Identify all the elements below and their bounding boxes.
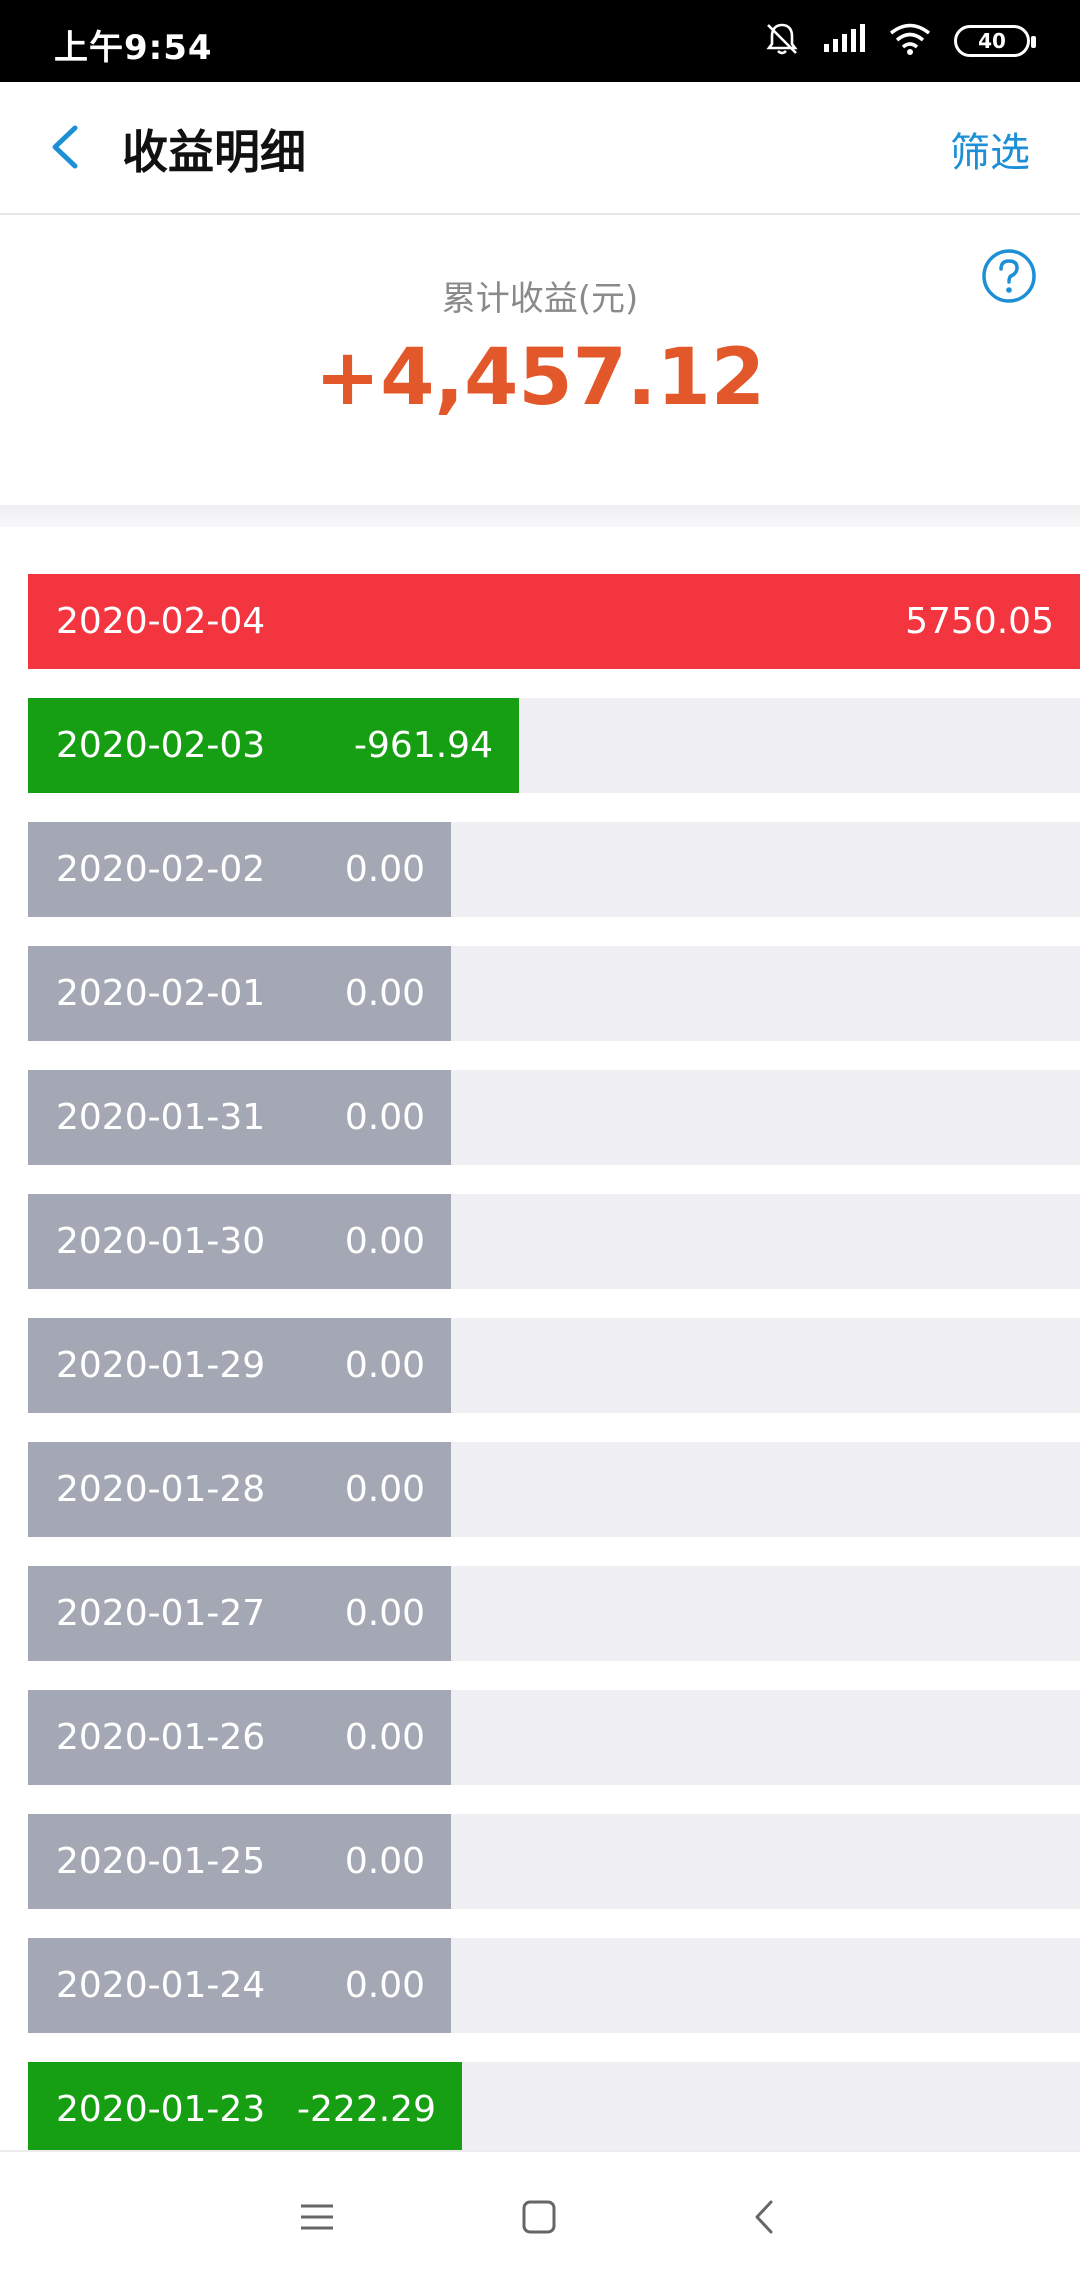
earnings-row[interactable]: 2020-01-30 0.00 (28, 1194, 1080, 1289)
back-button[interactable] (30, 112, 100, 182)
home-button[interactable] (504, 2182, 574, 2252)
status-time: 上午9:54 (54, 28, 213, 68)
earnings-row[interactable]: 2020-02-02 0.00 (28, 822, 1080, 917)
earnings-bar (28, 1194, 451, 1289)
earnings-amount: 5750.05 (905, 601, 1054, 642)
earnings-date: 2020-01-29 (56, 1345, 266, 1386)
earnings-date: 2020-02-04 (56, 601, 266, 642)
signal-icon (822, 22, 866, 60)
earnings-date: 2020-01-28 (56, 1469, 266, 1510)
earnings-bar (28, 1318, 451, 1413)
earnings-row[interactable]: 2020-02-03 -961.94 (28, 698, 1080, 793)
earnings-bar (28, 1814, 451, 1909)
earnings-date: 2020-02-02 (56, 849, 266, 890)
earnings-amount: 0.00 (344, 1097, 425, 1138)
earnings-amount: 0.00 (344, 1221, 425, 1262)
system-nav-bar (0, 2150, 1080, 2280)
summary-panel: 累计收益(元) +4,457.12 (0, 215, 1080, 505)
earnings-bar (28, 1690, 451, 1785)
earnings-bar (28, 574, 1080, 669)
earnings-row[interactable]: 2020-01-24 0.00 (28, 1938, 1080, 2033)
earnings-amount: 0.00 (344, 1593, 425, 1634)
earnings-row[interactable]: 2020-01-27 0.00 (28, 1566, 1080, 1661)
wifi-icon (888, 22, 932, 60)
question-circle-icon (982, 249, 1036, 303)
earnings-row[interactable]: 2020-02-01 0.00 (28, 946, 1080, 1041)
section-divider (0, 505, 1080, 527)
earnings-date: 2020-01-27 (56, 1593, 266, 1634)
status-icons: 40 (764, 18, 1036, 64)
menu-icon (301, 2204, 333, 2230)
cumulative-earnings-value: +4,457.12 (314, 333, 766, 423)
bell-off-icon (764, 21, 800, 61)
earnings-amount: 0.00 (344, 1841, 425, 1882)
system-back-button[interactable] (730, 2182, 800, 2252)
help-button[interactable] (980, 247, 1038, 305)
earnings-bar (28, 946, 451, 1041)
earnings-list[interactable]: 2020-02-04 5750.05 2020-02-03 -961.94 2020-0… (0, 527, 1080, 2150)
status-bar: 上午9:54 (0, 0, 1080, 82)
earnings-date: 2020-01-24 (56, 1965, 266, 2006)
earnings-date: 2020-01-30 (56, 1221, 266, 1262)
earnings-date: 2020-01-31 (56, 1097, 266, 1138)
earnings-bar (28, 1938, 451, 2033)
earnings-row[interactable]: 2020-01-31 0.00 (28, 1070, 1080, 1165)
earnings-date: 2020-01-26 (56, 1717, 266, 1758)
earnings-amount: 0.00 (344, 1345, 425, 1386)
page-title: 收益明细 (122, 125, 306, 179)
earnings-amount: 0.00 (344, 1965, 425, 2006)
earnings-date: 2020-01-25 (56, 1841, 266, 1882)
home-square-icon (522, 2200, 556, 2234)
earnings-row[interactable]: 2020-01-26 0.00 (28, 1690, 1080, 1785)
earnings-bar (28, 1442, 451, 1537)
earnings-bar (28, 2062, 462, 2150)
earnings-amount: -222.29 (297, 2089, 436, 2130)
battery-icon: 40 (954, 25, 1036, 57)
filter-button[interactable]: 筛选 (950, 130, 1030, 176)
earnings-date: 2020-02-01 (56, 973, 266, 1014)
earnings-amount: 0.00 (344, 1469, 425, 1510)
earnings-amount: 0.00 (344, 973, 425, 1014)
header: 收益明细 筛选 (0, 82, 1080, 215)
earnings-row[interactable]: 2020-01-25 0.00 (28, 1814, 1080, 1909)
earnings-date: 2020-02-03 (56, 725, 266, 766)
earnings-amount: 0.00 (344, 849, 425, 890)
earnings-bar (28, 1566, 451, 1661)
earnings-row[interactable]: 2020-01-29 0.00 (28, 1318, 1080, 1413)
earnings-amount: 0.00 (344, 1717, 425, 1758)
earnings-bar (28, 1070, 451, 1165)
chevron-left-icon (52, 125, 78, 169)
earnings-date: 2020-01-23 (56, 2089, 266, 2130)
back-icon (755, 2200, 773, 2234)
earnings-bar (28, 698, 519, 793)
earnings-row[interactable]: 2020-01-23 -222.29 (28, 2062, 1080, 2150)
battery-level: 40 (978, 29, 1006, 53)
menu-button[interactable] (282, 2182, 352, 2252)
earnings-row[interactable]: 2020-02-04 5750.05 (28, 574, 1080, 669)
earnings-row[interactable]: 2020-01-28 0.00 (28, 1442, 1080, 1537)
cumulative-earnings-label: 累计收益(元) (441, 279, 639, 319)
earnings-bar (28, 822, 451, 917)
earnings-amount: -961.94 (354, 725, 493, 766)
